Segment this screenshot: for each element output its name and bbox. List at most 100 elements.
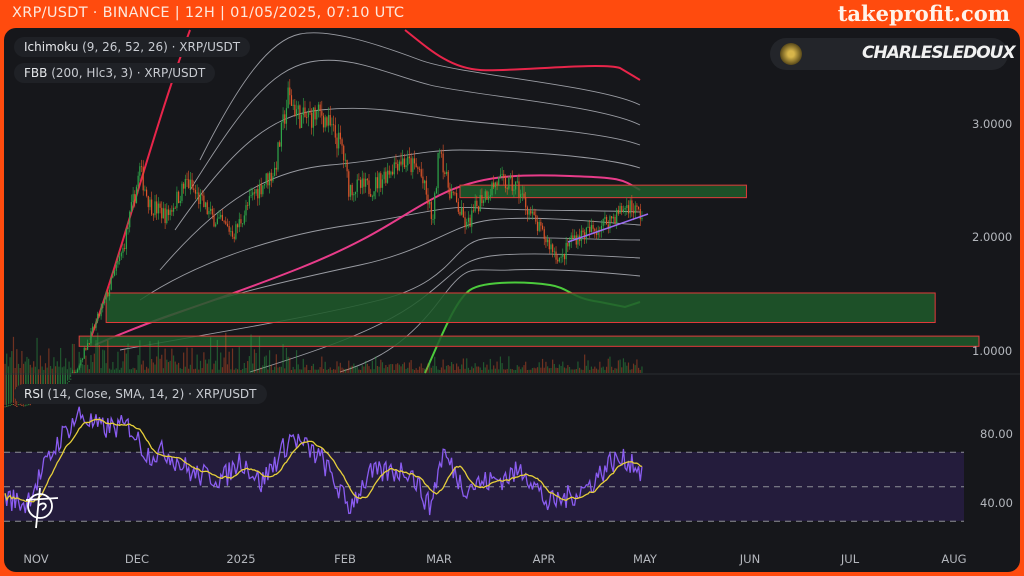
- candle-body: [513, 189, 515, 191]
- candle-body: [331, 124, 333, 126]
- candle-body: [376, 177, 379, 189]
- volume-bar: [93, 353, 95, 373]
- candle-body: [213, 214, 215, 227]
- rsi-tick: 80.00: [980, 427, 1013, 441]
- volume-bar: [258, 336, 261, 373]
- volume-bar: [75, 369, 77, 373]
- chart-panel[interactable]: Ichimoku (9, 26, 52, 26) · XRP/USDT FBB …: [4, 28, 1020, 572]
- candle-body: [132, 194, 134, 203]
- volume-bar: [548, 368, 550, 373]
- volume-bar: [6, 353, 8, 373]
- volume-bar: [263, 356, 266, 373]
- volume-bar: [494, 368, 496, 373]
- candle-body: [22, 405, 25, 407]
- candle-body: [167, 209, 170, 215]
- candle-body: [159, 203, 161, 208]
- volume-bar: [198, 369, 200, 373]
- volume-bar: [418, 366, 421, 373]
- volume-bar: [378, 366, 380, 373]
- candle-body: [447, 171, 449, 188]
- volume-bar: [555, 367, 557, 373]
- volume-bar: [582, 369, 584, 373]
- volume-bar: [253, 349, 256, 373]
- candle-body: [371, 196, 373, 198]
- candle-body: [221, 214, 224, 221]
- candle-body: [518, 181, 520, 198]
- volume-bar: [626, 365, 628, 373]
- volume-bar: [238, 347, 240, 373]
- volume-bar: [117, 351, 119, 373]
- candle-body: [140, 166, 143, 168]
- price-tick: 1.0000: [972, 344, 1013, 358]
- candle-body: [164, 208, 166, 224]
- brand-logo[interactable]: takeprofit.com: [837, 1, 1010, 26]
- candle-body: [7, 405, 10, 407]
- volume-bar: [154, 364, 156, 373]
- volume-bar: [113, 369, 116, 373]
- volume-bar: [177, 362, 180, 373]
- candle-body: [595, 231, 598, 235]
- candle-body: [204, 202, 207, 208]
- candle-body: [235, 224, 237, 239]
- time-tick: JUL: [840, 552, 860, 566]
- candle-body: [543, 229, 545, 239]
- candle-body: [434, 193, 436, 219]
- candle-body: [632, 210, 635, 214]
- volume-bar: [397, 363, 399, 373]
- volume-bar: [44, 363, 47, 373]
- volume-bar: [432, 365, 434, 373]
- candle-body: [147, 195, 149, 208]
- candle-body: [391, 171, 394, 175]
- volume-bar: [19, 368, 21, 373]
- candle-body: [122, 248, 124, 253]
- candle-body: [117, 261, 119, 265]
- candle-body: [112, 275, 114, 278]
- volume-bar: [514, 369, 517, 373]
- volume-bar: [343, 368, 345, 373]
- ichimoku-legend[interactable]: Ichimoku (9, 26, 52, 26) · XRP/USDT: [14, 37, 251, 57]
- candle-body: [565, 242, 567, 260]
- volume-bar: [575, 369, 577, 373]
- volume-bar: [457, 366, 459, 373]
- candle-body: [294, 104, 296, 116]
- candle-body: [100, 308, 102, 317]
- volume-bar: [176, 364, 178, 373]
- candle-body: [87, 343, 89, 350]
- candle-body: [247, 205, 249, 206]
- volume-bar: [250, 334, 252, 373]
- volume-bar: [590, 366, 593, 373]
- volume-bar: [442, 359, 444, 373]
- volume-bar: [383, 368, 385, 373]
- candle-body: [208, 210, 210, 215]
- candle-body: [609, 216, 611, 229]
- volume-bar: [477, 366, 480, 373]
- volume-bar: [563, 367, 566, 373]
- support-resistance-zone: [459, 184, 747, 199]
- candle-body: [289, 87, 291, 96]
- volume-bar: [156, 356, 158, 373]
- candle-body: [135, 186, 138, 204]
- volume-bar: [34, 366, 36, 373]
- fbb-legend[interactable]: FBB (200, Hlc3, 3) · XRP/USDT: [14, 63, 216, 83]
- volume-bar: [616, 368, 618, 373]
- volume-bar: [90, 355, 92, 373]
- volume-bar: [242, 368, 244, 373]
- volume-bar: [329, 367, 331, 373]
- volume-bar: [627, 362, 630, 373]
- rsi-legend[interactable]: RSI (14, Close, SMA, 14, 2) · XRP/USDT: [14, 384, 267, 404]
- volume-bar: [430, 367, 432, 373]
- volume-bar: [346, 368, 348, 373]
- volume-bar: [612, 369, 614, 373]
- volume-bar: [617, 360, 619, 373]
- candle-body: [568, 241, 571, 247]
- candle-body: [552, 244, 554, 252]
- chart-svg[interactable]: [4, 28, 1020, 572]
- candle-body: [157, 203, 159, 214]
- volume-bar: [324, 361, 326, 373]
- volume-bar: [599, 361, 601, 373]
- candle-body: [504, 177, 507, 189]
- volume-bar: [604, 369, 606, 373]
- candle-body: [71, 372, 74, 374]
- volume-bar: [226, 364, 229, 373]
- candle-body: [547, 239, 549, 243]
